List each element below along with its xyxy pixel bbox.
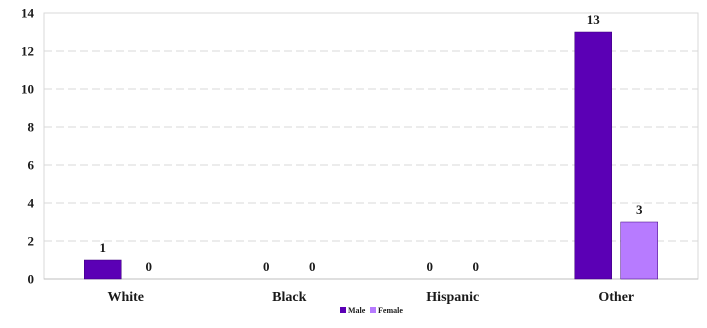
data-label-female-white: 0 bbox=[146, 259, 153, 274]
x-category-label: Other bbox=[598, 290, 634, 305]
legend-swatch-female bbox=[370, 307, 376, 313]
bars bbox=[84, 31, 658, 280]
data-label-female-black: 0 bbox=[309, 259, 316, 274]
y-tick-label: 10 bbox=[21, 82, 34, 97]
bar-male-white bbox=[84, 259, 122, 280]
data-label-female-other: 3 bbox=[636, 202, 643, 217]
data-label-male-black: 0 bbox=[263, 259, 270, 274]
data-label-male-white: 1 bbox=[100, 240, 107, 255]
legend-label-female: Female bbox=[378, 306, 403, 315]
data-labels: 1 0 0 0 0 0 13 3 bbox=[100, 12, 644, 274]
x-category-label: White bbox=[107, 290, 144, 305]
y-tick-label: 14 bbox=[21, 6, 35, 21]
y-tick-label: 8 bbox=[28, 120, 35, 135]
y-tick-label: 6 bbox=[28, 158, 35, 173]
data-label-female-hispanic: 0 bbox=[473, 259, 480, 274]
bar-female-other bbox=[620, 221, 658, 280]
y-tick-label: 0 bbox=[28, 272, 35, 287]
bar-male-other bbox=[574, 31, 612, 280]
x-category-label: Hispanic bbox=[426, 290, 479, 305]
legend-label-male: Male bbox=[348, 306, 366, 315]
y-tick-label: 4 bbox=[28, 196, 35, 211]
data-label-male-hispanic: 0 bbox=[427, 259, 434, 274]
legend-swatch-male bbox=[340, 307, 346, 313]
y-tick-label: 2 bbox=[28, 234, 35, 249]
legend: Male Female bbox=[340, 306, 403, 315]
x-category-label: Black bbox=[272, 290, 306, 305]
y-tick-label: 12 bbox=[21, 44, 34, 59]
data-label-male-other: 13 bbox=[587, 12, 601, 27]
